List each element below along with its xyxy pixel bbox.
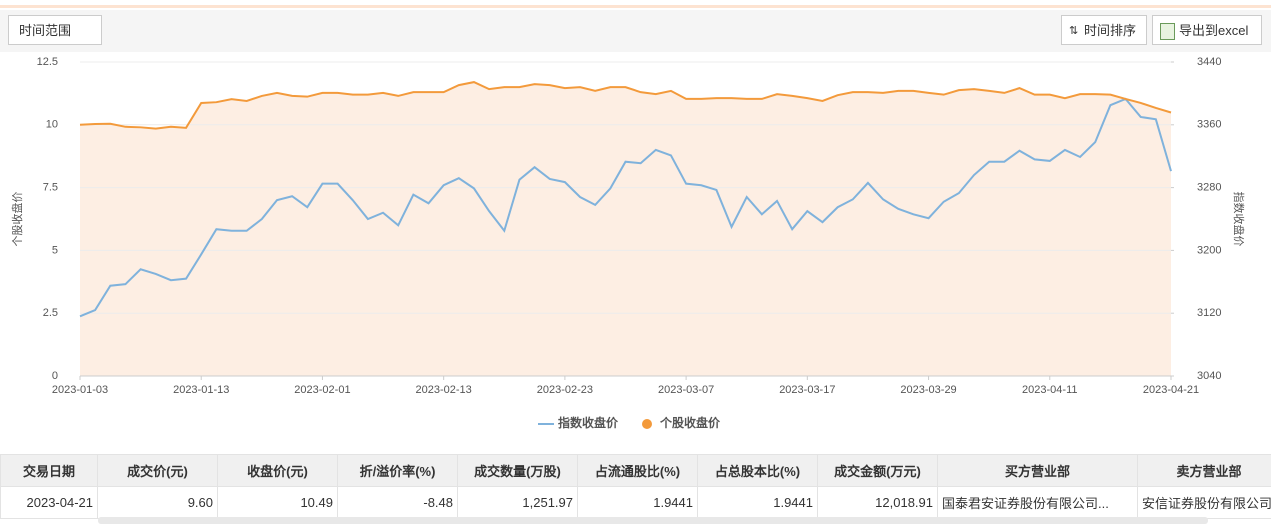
y2-axis-title: 指数收盘价	[1232, 192, 1246, 247]
table-row: 2023-04-21 9.60 10.49 -8.48 1,251.97 1.9441 1.…	[0, 486, 1271, 519]
table-cell: 2023-04-21	[0, 486, 98, 519]
y-tick-label: 5	[52, 244, 58, 256]
y-tick-label: 10	[46, 119, 58, 131]
y-tick-label: 2.5	[43, 307, 58, 319]
table-cell: 10.49	[217, 486, 338, 519]
y2-tick-label: 3200	[1197, 244, 1221, 256]
x-tick-label: 2023-02-23	[537, 384, 593, 396]
column-header: 成交金额(万元)	[817, 454, 938, 487]
column-header: 交易日期	[0, 454, 98, 487]
area-line	[79, 81, 1172, 130]
table-cell: 1,251.97	[457, 486, 578, 519]
y-tick-label: 7.5	[43, 182, 58, 194]
area-fill	[80, 82, 1171, 376]
y2-tick-label: 3040	[1197, 370, 1221, 382]
x-tick-label: 2023-03-17	[779, 384, 835, 396]
y2-tick-label: 3440	[1197, 56, 1221, 68]
data-table: 交易日期 成交价(元) 收盘价(元) 折/溢价率(%) 成交数量(万股) 占流通股比(%)…	[0, 454, 1271, 519]
x-tick-label: 2023-02-13	[416, 384, 472, 396]
sort-icon: ⇅	[1069, 25, 1079, 37]
table-cell: 1.9441	[577, 486, 698, 519]
table-cell: -8.48	[337, 486, 458, 519]
sort-button[interactable]: ⇅ 时间排序	[1061, 15, 1147, 45]
y2-tick-label: 3120	[1197, 307, 1221, 319]
table-cell: 安信证券股份有限公司	[1137, 486, 1271, 519]
legend-label: 指数收盘价	[558, 415, 619, 430]
top-strip	[0, 5, 1271, 8]
x-tick-label: 2023-02-01	[294, 384, 350, 396]
legend-marker	[642, 419, 652, 429]
toolbar: 时间范围 ⇅ 时间排序 导出到excel	[0, 10, 1271, 52]
table-cell: 12,018.91	[817, 486, 938, 519]
chart: 0 2.5 5 7.5 10 12.5 3040 3120 3200 3280 3360 3440 个股…	[10, 56, 1246, 430]
x-tick-label: 2023-01-03	[52, 384, 108, 396]
table-cell: 国泰君安证券股份有限公司...	[937, 486, 1138, 519]
y-tick-label: 12.5	[37, 56, 58, 68]
header-row: 交易日期 成交价(元) 收盘价(元) 折/溢价率(%) 成交数量(万股) 占流通股比(%)…	[0, 454, 1271, 487]
table-cell: 1.9441	[697, 486, 818, 519]
sort-label: 时间排序	[1084, 23, 1137, 38]
y2-tick-label: 3360	[1197, 119, 1221, 131]
column-header: 占流通股比(%)	[577, 454, 698, 487]
line	[79, 97, 1172, 318]
x-tick-label: 2023-03-07	[658, 384, 714, 396]
column-header: 卖方营业部	[1137, 454, 1271, 487]
column-header: 折/溢价率(%)	[337, 454, 458, 487]
y-axis-title: 个股收盘价	[10, 192, 24, 247]
excel-icon	[1160, 23, 1175, 40]
y-tick-label: 0	[52, 370, 58, 382]
column-header: 成交数量(万股)	[457, 454, 578, 487]
y2-tick-label: 3280	[1197, 182, 1221, 194]
x-tick-label: 2023-01-13	[173, 384, 229, 396]
export-button[interactable]: 导出到excel	[1152, 15, 1262, 45]
legend-label: 个股收盘价	[659, 415, 721, 430]
scrollbar[interactable]	[98, 517, 1208, 524]
table-cell: 9.60	[97, 486, 218, 519]
x-tick-label: 2023-04-21	[1143, 384, 1199, 396]
column-header: 买方营业部	[937, 454, 1138, 487]
column-header: 占总股本比(%)	[697, 454, 818, 487]
x-tick-label: 2023-03-29	[900, 384, 956, 396]
export-label: 导出到excel	[1179, 23, 1249, 38]
column-header: 成交价(元)	[97, 454, 218, 487]
range-button[interactable]: 时间范围	[8, 15, 102, 45]
column-header: 收盘价(元)	[217, 454, 338, 487]
x-tick-label: 2023-04-11	[1022, 384, 1077, 396]
